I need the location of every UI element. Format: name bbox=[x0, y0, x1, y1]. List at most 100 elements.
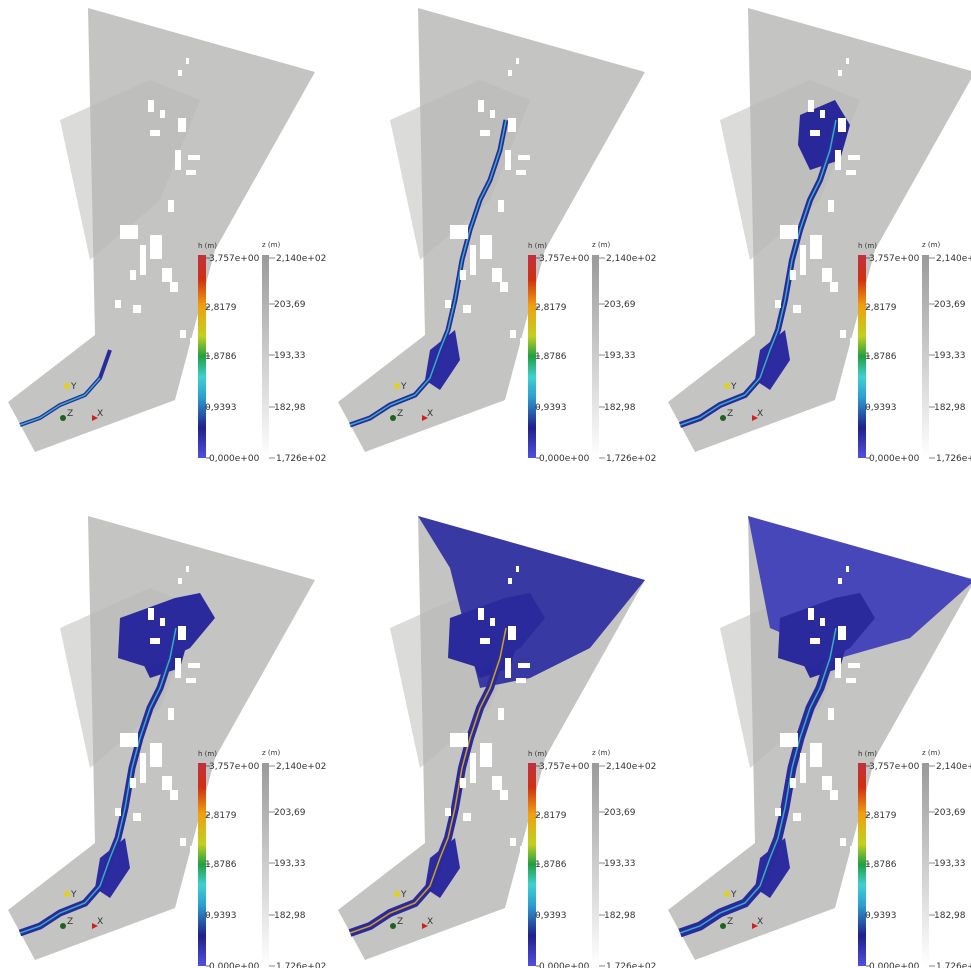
building bbox=[850, 846, 854, 854]
building bbox=[450, 733, 468, 747]
z-label: 2,140e+02 bbox=[606, 254, 656, 264]
building bbox=[510, 330, 516, 338]
building bbox=[478, 608, 484, 620]
h-label: 0,000e+00 bbox=[869, 962, 920, 968]
z-legend-title: z (m) bbox=[592, 241, 610, 249]
z-colorbar bbox=[262, 763, 269, 966]
building bbox=[838, 578, 842, 584]
h-label: 3,757e+00 bbox=[869, 254, 920, 264]
building bbox=[820, 618, 825, 626]
building bbox=[160, 110, 165, 118]
h-label: 1,8786 bbox=[535, 860, 567, 870]
building bbox=[516, 678, 526, 683]
building bbox=[178, 578, 182, 584]
h-label: 0,000e+00 bbox=[209, 962, 260, 968]
z-label: 1,726e+02 bbox=[276, 962, 326, 968]
building bbox=[180, 330, 186, 338]
building bbox=[780, 733, 798, 747]
building bbox=[775, 808, 781, 816]
building bbox=[186, 170, 196, 175]
building bbox=[840, 838, 846, 846]
building bbox=[822, 268, 832, 282]
building bbox=[838, 118, 846, 132]
h-legend-title: h (m) bbox=[198, 750, 217, 758]
building bbox=[178, 626, 186, 640]
z-label: 1,726e+02 bbox=[606, 962, 656, 968]
z-legend-title: z (m) bbox=[262, 749, 280, 757]
h-label: 0,000e+00 bbox=[539, 962, 590, 968]
panel: YZXh (m)3,757e+002,81791,87860,93930,000… bbox=[338, 516, 656, 968]
building bbox=[450, 225, 468, 239]
h-label: 1,8786 bbox=[535, 352, 567, 362]
z-label: 182,98 bbox=[604, 911, 636, 921]
h-legend-title: h (m) bbox=[858, 750, 877, 758]
building bbox=[838, 626, 846, 640]
axis-x-label: X bbox=[427, 917, 433, 927]
h-label: 1,8786 bbox=[865, 860, 897, 870]
axis-z-marker bbox=[60, 415, 66, 421]
building bbox=[840, 330, 846, 338]
z-label: 193,33 bbox=[934, 351, 966, 361]
z-label: 203,69 bbox=[934, 300, 966, 310]
axis-y-label: Y bbox=[730, 890, 737, 900]
building bbox=[150, 130, 160, 136]
building bbox=[520, 338, 524, 346]
building bbox=[505, 658, 511, 678]
z-legend-title: z (m) bbox=[262, 241, 280, 249]
building bbox=[463, 813, 471, 821]
z-label: 182,98 bbox=[274, 403, 306, 413]
h-label: 0,9393 bbox=[535, 911, 567, 921]
building bbox=[175, 658, 181, 678]
building bbox=[520, 846, 524, 854]
z-label: 182,98 bbox=[604, 403, 636, 413]
building bbox=[133, 305, 141, 313]
axis-x-label: X bbox=[757, 409, 763, 419]
building bbox=[490, 110, 495, 118]
h-label: 0,9393 bbox=[865, 403, 897, 413]
z-label: 2,140e+02 bbox=[606, 762, 656, 772]
h-label: 2,8179 bbox=[205, 811, 237, 821]
axis-z-label: Z bbox=[727, 409, 733, 419]
axis-y-label: Y bbox=[730, 382, 737, 392]
building bbox=[510, 838, 516, 846]
building bbox=[492, 776, 502, 790]
building bbox=[160, 618, 165, 626]
building bbox=[516, 566, 519, 572]
h-label: 3,757e+00 bbox=[539, 762, 590, 772]
z-label: 182,98 bbox=[274, 911, 306, 921]
building bbox=[848, 155, 860, 160]
building bbox=[150, 638, 160, 644]
z-label: 203,69 bbox=[274, 808, 306, 818]
building bbox=[115, 300, 121, 308]
building bbox=[505, 150, 511, 170]
axis-y-label: Y bbox=[400, 890, 407, 900]
building bbox=[445, 300, 451, 308]
h-label: 0,9393 bbox=[535, 403, 567, 413]
axis-x-label: X bbox=[97, 917, 103, 927]
z-colorbar bbox=[592, 763, 599, 966]
axis-z-label: Z bbox=[67, 409, 73, 419]
z-label: 203,69 bbox=[604, 808, 636, 818]
z-legend-title: z (m) bbox=[922, 749, 940, 757]
h-label: 1,8786 bbox=[205, 860, 237, 870]
building bbox=[508, 70, 512, 76]
z-label: 203,69 bbox=[934, 808, 966, 818]
building bbox=[490, 618, 495, 626]
h-label: 2,8179 bbox=[535, 303, 567, 313]
panel: YZXh (m)3,757e+002,81791,87860,93930,000… bbox=[668, 516, 971, 968]
h-label: 0,000e+00 bbox=[209, 454, 260, 464]
h-label: 1,8786 bbox=[205, 352, 237, 362]
z-colorbar bbox=[592, 255, 599, 458]
z-label: 2,140e+02 bbox=[936, 254, 971, 264]
building bbox=[445, 808, 451, 816]
building bbox=[846, 678, 856, 683]
axis-x-label: X bbox=[427, 409, 433, 419]
z-colorbar bbox=[262, 255, 269, 458]
building bbox=[500, 282, 508, 292]
h-legend-title: h (m) bbox=[528, 242, 547, 250]
building bbox=[838, 70, 842, 76]
building bbox=[480, 743, 492, 767]
axis-y-marker bbox=[724, 383, 730, 389]
z-label: 182,98 bbox=[934, 403, 966, 413]
